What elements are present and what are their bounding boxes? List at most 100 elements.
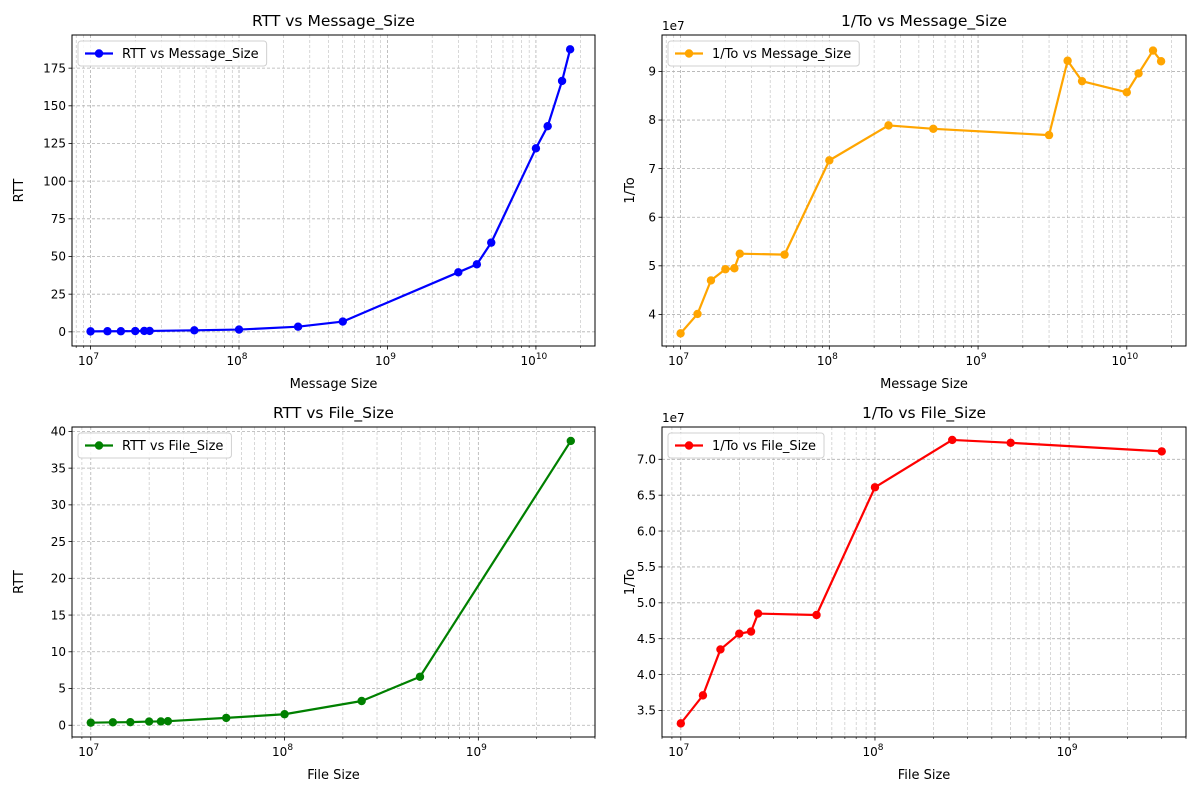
data-point — [531, 144, 541, 153]
data-point — [746, 627, 756, 636]
y-offset-text: 1e7 — [662, 19, 685, 33]
y-axis-label: RTT — [12, 179, 27, 203]
y-tick-label: 4.0 — [637, 668, 656, 682]
x-tick-label: 108 — [817, 352, 838, 368]
y-tick-label: 35 — [51, 461, 66, 475]
y-tick-label: 15 — [51, 608, 66, 622]
data-point — [730, 264, 739, 273]
data-point — [222, 713, 231, 723]
y-tick-label: 125 — [43, 137, 66, 151]
x-axis-label: File Size — [307, 768, 360, 783]
data-point — [1148, 46, 1158, 55]
data-point — [144, 717, 154, 726]
legend: RTT vs Message_Size — [77, 40, 268, 67]
grid — [72, 35, 595, 346]
legend-box — [667, 40, 860, 67]
x-axis-label: Message Size — [290, 377, 378, 392]
y-tick-label: 150 — [43, 99, 66, 113]
series-1 — [86, 45, 575, 336]
data-point — [280, 710, 289, 719]
x-tick-label: 108 — [272, 743, 293, 759]
data-point — [293, 322, 303, 331]
y-tick-label: 5 — [58, 682, 66, 696]
y-tick-label: 5 — [648, 259, 656, 273]
x-tick-label: 109 — [375, 352, 396, 368]
data-point — [357, 696, 366, 706]
x-axis-label: Message Size — [880, 377, 968, 392]
legend: 1/To vs File_Size — [667, 432, 825, 459]
data-point — [676, 719, 686, 728]
data-point — [735, 249, 744, 258]
y-tick-label: 7.0 — [637, 452, 656, 466]
data-point — [163, 717, 173, 726]
y-tick-label: 5.5 — [637, 560, 656, 574]
series-line — [90, 49, 572, 333]
y-tick-label: 25 — [51, 535, 66, 549]
legend-label: 1/To vs Message_Size — [712, 47, 851, 62]
grid — [71, 427, 596, 737]
data-point — [565, 45, 575, 54]
y-tick-label: 40 — [51, 425, 66, 439]
subplot-1: 107 108 109 1010 0 25 50 75 100 125 150 175 RTT vs M… — [12, 12, 596, 392]
y-offset-text: 1e7 — [662, 411, 685, 425]
chart-title: RTT vs File_Size — [273, 404, 394, 423]
y-tick-label: 10 — [51, 645, 66, 659]
chart-title: 1/To vs Message_Size — [841, 12, 1007, 31]
y-tick-label: 4 — [648, 308, 656, 322]
data-point — [543, 121, 552, 131]
legend-box — [667, 432, 825, 459]
data-point — [126, 717, 135, 727]
chart-title: 1/To vs File_Size — [862, 404, 986, 423]
x-tick-label: 107 — [78, 743, 99, 759]
data-point — [487, 238, 496, 247]
y-tick-label: 3.5 — [637, 704, 656, 718]
data-point — [472, 260, 482, 269]
data-point — [1157, 447, 1166, 456]
subplot-3: 107 108 109 0 5 10 15 20 25 30 35 40 RTT vs File_Siz… — [12, 404, 596, 783]
series-line — [679, 49, 1162, 335]
data-point — [557, 76, 567, 86]
y-tick-label: 100 — [43, 174, 66, 188]
data-point — [566, 436, 575, 446]
y-tick-label: 0 — [58, 718, 66, 732]
data-point — [1077, 76, 1087, 86]
series-1 — [676, 435, 1166, 728]
y-tick-label: 5.0 — [637, 596, 656, 610]
data-point — [1044, 130, 1054, 140]
axes-frame — [71, 426, 596, 738]
y-tick-label: 4.5 — [637, 632, 656, 646]
legend: RTT vs File_Size — [77, 432, 232, 459]
axes-frame — [661, 426, 1187, 738]
data-point — [1063, 56, 1072, 65]
data-point — [415, 672, 425, 681]
legend-box — [77, 432, 232, 459]
data-point — [735, 629, 744, 638]
data-point — [870, 483, 880, 492]
data-point — [693, 309, 702, 319]
y-tick-label: 75 — [51, 212, 66, 226]
y-tick-label: 6.5 — [637, 488, 656, 502]
y-tick-label: 8 — [648, 113, 656, 127]
data-point — [86, 718, 95, 727]
data-point — [825, 156, 834, 165]
x-tick-label: 108 — [226, 352, 247, 368]
axes-frame — [71, 34, 596, 347]
data-point — [948, 435, 957, 445]
legend-label: RTT vs File_Size — [122, 439, 223, 454]
data-point — [190, 326, 199, 335]
series-line — [679, 438, 1162, 725]
data-point — [1156, 57, 1166, 66]
legend-marker — [94, 49, 104, 58]
data-point — [86, 327, 95, 336]
y-tick-label: 9 — [648, 65, 656, 79]
data-point — [753, 609, 763, 618]
data-point — [698, 691, 708, 700]
x-tick-label: 107 — [78, 352, 99, 368]
y-tick-label: 50 — [51, 250, 66, 264]
legend-box — [77, 40, 268, 67]
legend: 1/To vs Message_Size — [667, 40, 860, 67]
legend-label: RTT vs Message_Size — [122, 47, 259, 62]
y-tick-label: 30 — [51, 498, 66, 512]
series-1 — [676, 46, 1166, 338]
